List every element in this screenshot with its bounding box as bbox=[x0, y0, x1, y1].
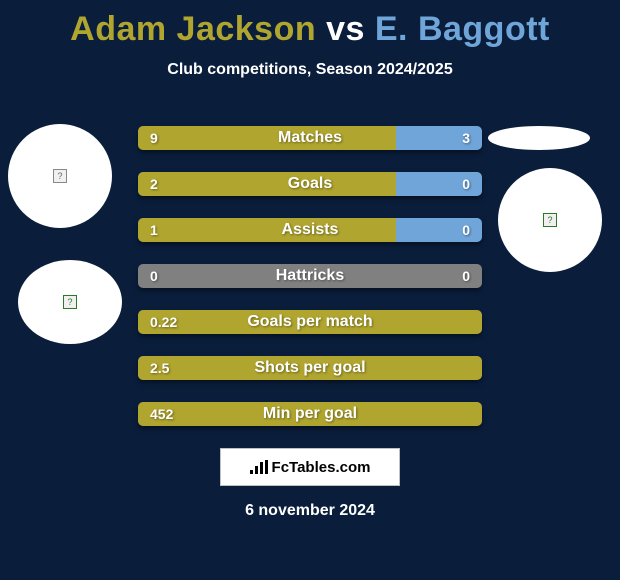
player-photo-placeholder-2 bbox=[18, 260, 122, 344]
date-text: 6 november 2024 bbox=[0, 502, 620, 520]
stat-bar-right bbox=[396, 218, 482, 242]
stat-bar-right bbox=[396, 126, 482, 150]
stat-bar-left bbox=[138, 218, 396, 242]
subtitle: Club competitions, Season 2024/2025 bbox=[0, 61, 620, 79]
decor-ellipse bbox=[488, 126, 590, 150]
broken-image-icon bbox=[543, 213, 557, 227]
brand-text: FcTables.com bbox=[272, 459, 371, 476]
stat-bar-left bbox=[138, 356, 482, 380]
brand-watermark: FcTables.com bbox=[220, 448, 400, 486]
title-player1: Adam Jackson bbox=[70, 10, 316, 48]
title-vs: vs bbox=[326, 10, 365, 48]
broken-image-icon bbox=[53, 169, 67, 183]
stat-bar: Shots per goal2.5 bbox=[138, 356, 482, 380]
stat-bar: Assists10 bbox=[138, 218, 482, 242]
broken-image-icon bbox=[63, 295, 77, 309]
stat-bar-left bbox=[138, 402, 482, 426]
stat-label: Hattricks bbox=[138, 267, 482, 285]
stat-bar: Goals20 bbox=[138, 172, 482, 196]
player-photo-placeholder-1 bbox=[8, 124, 112, 228]
comparison-bars: Matches93 Goals20 Assists10 Hattricks0 0 Goal… bbox=[138, 126, 482, 448]
player-photo-placeholder-3 bbox=[498, 168, 602, 272]
stat-bar: Hattricks0 0 bbox=[138, 264, 482, 288]
page-title: Adam Jackson vs E. Baggott bbox=[0, 0, 620, 49]
stat-bar-left bbox=[138, 126, 396, 150]
stat-bar: Min per goal452 bbox=[138, 402, 482, 426]
stat-value-left: 0 bbox=[150, 268, 158, 284]
stat-bar: Goals per match0.22 bbox=[138, 310, 482, 334]
brand-bars-icon bbox=[250, 460, 268, 474]
stat-bar-left bbox=[138, 172, 396, 196]
title-player2: E. Baggott bbox=[375, 10, 550, 48]
stat-value-right: 0 bbox=[462, 268, 470, 284]
stat-bar-right bbox=[396, 172, 482, 196]
stat-bar-left bbox=[138, 310, 482, 334]
stat-bar: Matches93 bbox=[138, 126, 482, 150]
